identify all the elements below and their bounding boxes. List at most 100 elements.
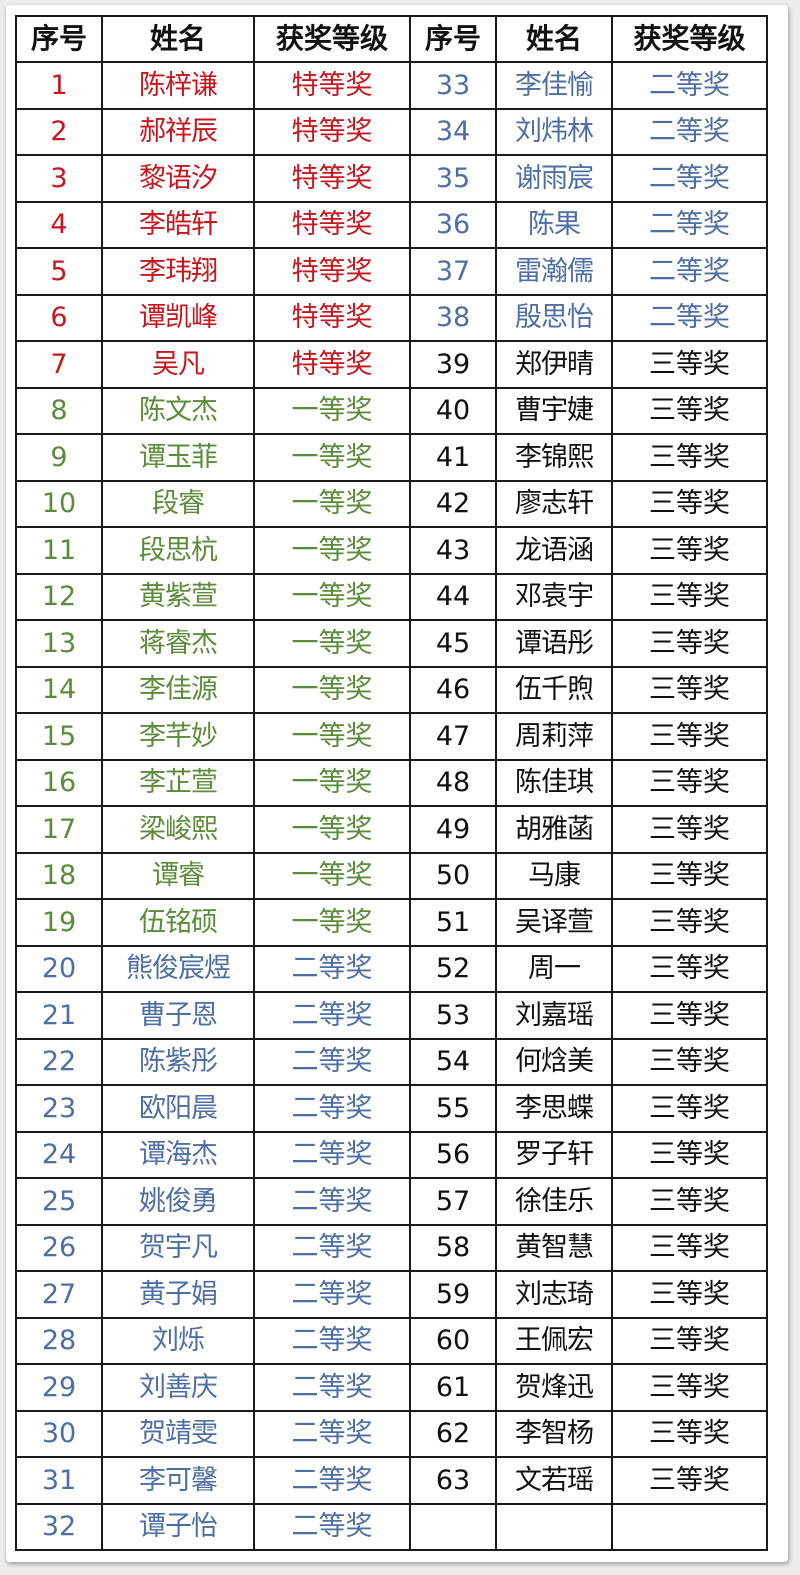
right-seq-cell: 40: [409, 386, 497, 435]
right-name-cell: 谢雨宸: [495, 154, 613, 203]
right-seq-cell: 35: [409, 154, 497, 203]
right-name-cell: 贺烽迅: [495, 1363, 613, 1412]
header-name: 姓名: [101, 15, 255, 63]
left-name-cell: 姚俊勇: [101, 1177, 255, 1226]
table-row: 17 梁峻熙 一等奖 49 胡雅菡 三等奖: [15, 805, 768, 854]
right-award-cell: 三等奖: [611, 386, 768, 435]
header-seq: 序号: [15, 15, 103, 63]
right-seq-cell: 63: [409, 1456, 497, 1505]
right-award-cell: 三等奖: [611, 340, 768, 389]
left-award-cell: 一等奖: [253, 805, 411, 854]
left-seq-cell: 3: [15, 154, 103, 203]
left-award-cell: 特等奖: [253, 154, 411, 203]
right-name-cell: 郑伊晴: [495, 340, 613, 389]
right-award-cell: 三等奖: [611, 758, 768, 807]
left-seq-cell: 14: [15, 665, 103, 714]
right-name-cell: 邓袁宇: [495, 572, 613, 621]
left-seq-cell: 10: [15, 479, 103, 528]
right-award-cell: 三等奖: [611, 1363, 768, 1412]
table-row: 4 李皓轩 特等奖 36 陈果 二等奖: [15, 200, 768, 249]
left-award-cell: 一等奖: [253, 386, 411, 435]
right-award-cell: 三等奖: [611, 805, 768, 854]
header-award: 获奖等级: [253, 15, 411, 63]
right-award-cell: 三等奖: [611, 1409, 768, 1458]
left-award-cell: 一等奖: [253, 479, 411, 528]
table-row: 12 黄紫萱 一等奖 44 邓袁宇 三等奖: [15, 572, 768, 621]
right-seq-cell: 57: [409, 1177, 497, 1226]
right-award-cell: 三等奖: [611, 1223, 768, 1272]
left-name-cell: 刘烁: [101, 1316, 255, 1365]
right-name-cell: 周莉萍: [495, 712, 613, 761]
left-seq-cell: 18: [15, 851, 103, 900]
header-seq-2: 序号: [409, 15, 497, 63]
table-row: 10 段睿 一等奖 42 廖志轩 三等奖: [15, 479, 768, 528]
right-award-cell: 三等奖: [611, 665, 768, 714]
right-award-cell: [611, 1502, 768, 1551]
left-seq-cell: 4: [15, 200, 103, 249]
left-seq-cell: 17: [15, 805, 103, 854]
left-award-cell: 二等奖: [253, 1037, 411, 1086]
right-name-cell: 吴译萱: [495, 898, 613, 947]
left-award-cell: 一等奖: [253, 619, 411, 668]
left-award-cell: 二等奖: [253, 1363, 411, 1412]
table-row: 3 黎语汐 特等奖 35 谢雨宸 二等奖: [15, 154, 768, 203]
left-seq-cell: 2: [15, 107, 103, 156]
right-award-cell: 三等奖: [611, 1177, 768, 1226]
table-row: 16 李芷萱 一等奖 48 陈佳琪 三等奖: [15, 758, 768, 807]
right-seq-cell: 59: [409, 1270, 497, 1319]
left-seq-cell: 6: [15, 293, 103, 342]
left-name-cell: 贺宇凡: [101, 1223, 255, 1272]
right-name-cell: 陈佳琪: [495, 758, 613, 807]
left-seq-cell: 19: [15, 898, 103, 947]
table-row: 19 伍铭硕 一等奖 51 吴译萱 三等奖: [15, 898, 768, 947]
left-seq-cell: 1: [15, 61, 103, 110]
right-award-cell: 三等奖: [611, 851, 768, 900]
left-award-cell: 二等奖: [253, 1456, 411, 1505]
right-name-cell: 马康: [495, 851, 613, 900]
left-award-cell: 一等奖: [253, 898, 411, 947]
table-row: 28 刘烁 二等奖 60 王佩宏 三等奖: [15, 1316, 768, 1365]
table-row: 27 黄子娟 二等奖 59 刘志琦 三等奖: [15, 1270, 768, 1319]
left-award-cell: 一等奖: [253, 433, 411, 482]
left-award-cell: 一等奖: [253, 572, 411, 621]
right-award-cell: 三等奖: [611, 1270, 768, 1319]
left-name-cell: 伍铭硕: [101, 898, 255, 947]
right-name-cell: 谭语彤: [495, 619, 613, 668]
left-award-cell: 特等奖: [253, 200, 411, 249]
left-award-cell: 二等奖: [253, 1084, 411, 1133]
left-award-cell: 二等奖: [253, 1130, 411, 1179]
table-row: 1 陈梓谦 特等奖 33 李佳愉 二等奖: [15, 61, 768, 110]
right-name-cell: 徐佳乐: [495, 1177, 613, 1226]
right-seq-cell: 46: [409, 665, 497, 714]
right-seq-cell: 39: [409, 340, 497, 389]
left-award-cell: 一等奖: [253, 526, 411, 575]
award-list-card: 序号 姓名 获奖等级 序号 姓名 获奖等级 1 陈梓谦 特等奖 33 李佳愉 二等奖 2 郝祥…: [6, 5, 788, 1562]
left-seq-cell: 16: [15, 758, 103, 807]
left-seq-cell: 32: [15, 1502, 103, 1551]
table-row: 20 熊俊宸煜 二等奖 52 周一 三等奖: [15, 944, 768, 993]
right-award-cell: 三等奖: [611, 1084, 768, 1133]
header-row: 序号 姓名 获奖等级 序号 姓名 获奖等级: [15, 15, 768, 63]
right-award-cell: 三等奖: [611, 1316, 768, 1365]
right-seq-cell: 48: [409, 758, 497, 807]
right-award-cell: 三等奖: [611, 1037, 768, 1086]
right-name-cell: [495, 1502, 613, 1551]
table-row: 7 吴凡 特等奖 39 郑伊晴 三等奖: [15, 340, 768, 389]
right-seq-cell: 61: [409, 1363, 497, 1412]
table-row: 23 欧阳晨 二等奖 55 李思蝶 三等奖: [15, 1084, 768, 1133]
left-seq-cell: 7: [15, 340, 103, 389]
left-award-cell: 一等奖: [253, 665, 411, 714]
left-name-cell: 谭凯峰: [101, 293, 255, 342]
right-name-cell: 殷思怡: [495, 293, 613, 342]
right-award-cell: 二等奖: [611, 107, 768, 156]
left-name-cell: 贺靖雯: [101, 1409, 255, 1458]
left-name-cell: 陈文杰: [101, 386, 255, 435]
right-award-cell: 三等奖: [611, 1130, 768, 1179]
left-award-cell: 二等奖: [253, 1502, 411, 1551]
left-award-cell: 一等奖: [253, 712, 411, 761]
right-name-cell: 李思蝶: [495, 1084, 613, 1133]
left-name-cell: 谭海杰: [101, 1130, 255, 1179]
left-award-cell: 特等奖: [253, 107, 411, 156]
right-seq-cell: 47: [409, 712, 497, 761]
right-award-cell: 二等奖: [611, 293, 768, 342]
